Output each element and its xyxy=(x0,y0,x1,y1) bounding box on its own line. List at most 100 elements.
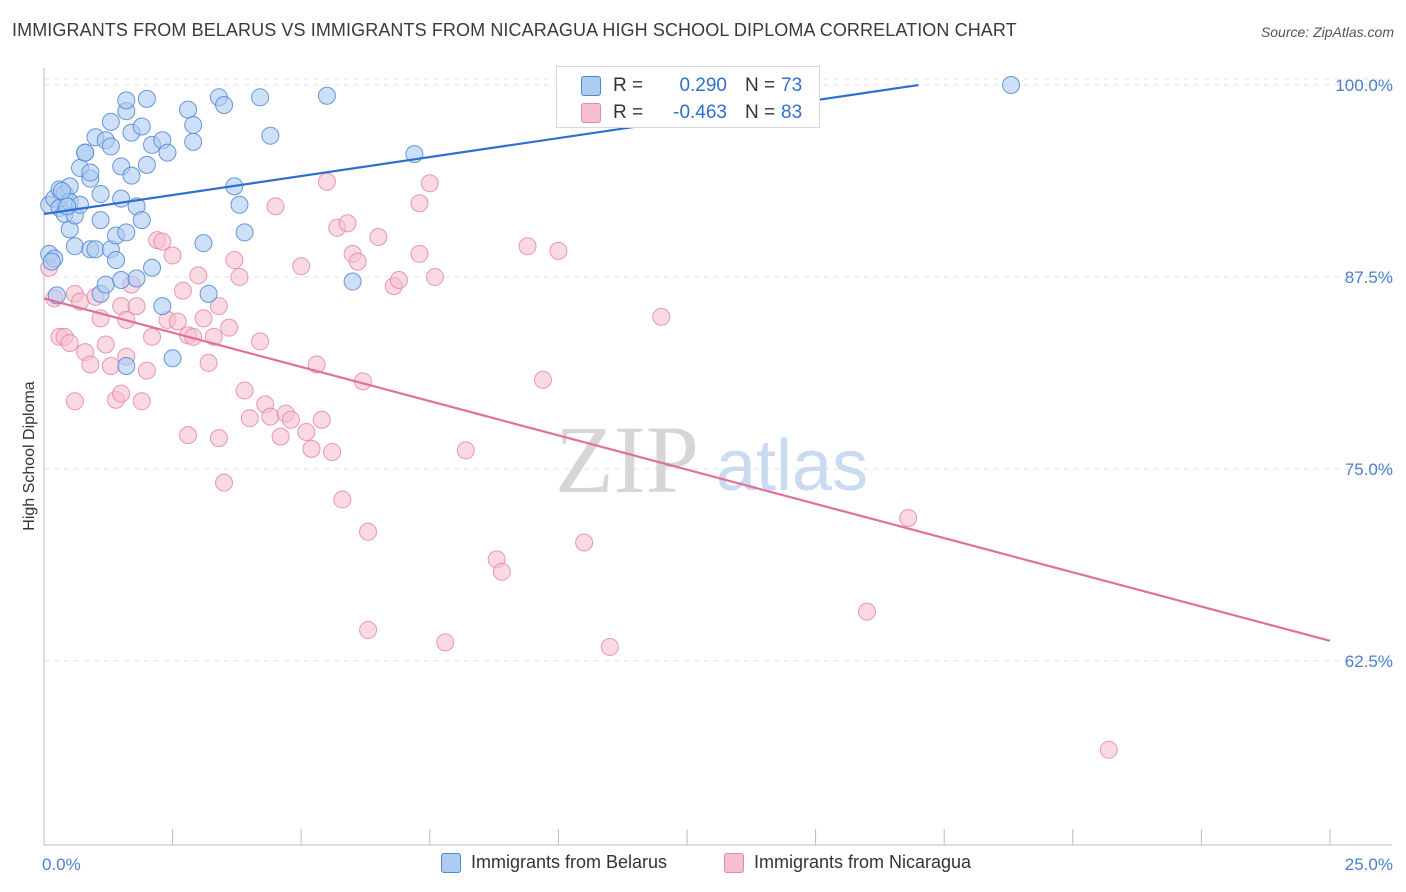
y-axis-label: High School Diploma xyxy=(21,381,38,531)
belarus-point-12 xyxy=(65,237,84,256)
belarus-point-22 xyxy=(91,185,110,204)
nicaragua-point-47 xyxy=(261,407,280,426)
nicaragua-point-6 xyxy=(65,392,84,411)
belarus-point-28 xyxy=(101,137,120,156)
nicaragua-point-37 xyxy=(209,297,228,316)
trend-lines xyxy=(43,83,1331,642)
nicaragua-point-84 xyxy=(858,602,877,621)
nicaragua-point-41 xyxy=(225,251,244,270)
y-tick-label-1: 75.0% xyxy=(1345,460,1393,479)
belarus-point-59 xyxy=(215,95,234,114)
axis-labels: 62.5% 75.0% 87.5% 100.0% 0.0% 25.0% xyxy=(42,76,1393,874)
nicaragua-point-78 xyxy=(518,237,537,256)
belarus-point-57 xyxy=(199,284,218,303)
nicaragua-point-51 xyxy=(281,410,300,429)
belarus-point-45 xyxy=(137,89,156,108)
legend-row-nicaragua: R = -0.463 N = 83 xyxy=(581,100,802,126)
nicaragua-point-49 xyxy=(271,427,290,446)
belarus-point-53 xyxy=(179,100,198,119)
nicaragua-point-66 xyxy=(359,621,378,640)
nicaragua-point-57 xyxy=(317,172,336,191)
belarus-point-37 xyxy=(117,223,136,242)
nicaragua-point-61 xyxy=(338,214,357,233)
r-label: R = xyxy=(613,75,644,96)
legend-label: Immigrants from Nicaragua xyxy=(754,852,972,872)
nicaragua-point-53 xyxy=(297,423,316,442)
n-label: N = xyxy=(745,75,776,96)
belarus-point-51 xyxy=(158,143,177,162)
belarus-point-56 xyxy=(194,234,213,253)
y-tick-label-0: 62.5% xyxy=(1345,652,1393,671)
nicaragua-point-56 xyxy=(312,410,331,429)
nicaragua-point-4 xyxy=(60,333,79,352)
source-label: Source: ZipAtlas.com xyxy=(1260,24,1394,40)
belarus-point-38 xyxy=(117,356,136,375)
nicaragua-point-52 xyxy=(292,257,311,276)
y-tick-label-3: 100.0% xyxy=(1335,76,1393,95)
nicaragua-point-80 xyxy=(549,241,568,260)
legend-item-belarus[interactable]: Immigrants from Belarus xyxy=(441,852,667,873)
r-value: 0.290 xyxy=(679,75,727,96)
legend-item-nicaragua[interactable]: Immigrants from Nicaragua xyxy=(724,852,971,873)
nicaragua-point-69 xyxy=(389,271,408,290)
belarus-point-44 xyxy=(132,211,151,230)
nicaragua-point-74 xyxy=(436,633,455,652)
nicaragua-point-63 xyxy=(348,252,367,271)
nicaragua-point-82 xyxy=(600,637,619,656)
n-value: 73 xyxy=(781,75,803,96)
belarus-point-40 xyxy=(122,166,141,185)
belarus-point-36 xyxy=(117,91,136,110)
nicaragua-point-73 xyxy=(425,267,444,286)
n-value: 83 xyxy=(781,102,803,123)
belarus-point-55 xyxy=(184,132,203,151)
nicaragua-point-60 xyxy=(333,490,352,509)
nicaragua-point-38 xyxy=(209,429,228,448)
belarus-point-46 xyxy=(137,155,156,174)
nicaragua-point-9 xyxy=(81,355,100,374)
nicaragua-point-21 xyxy=(132,392,151,411)
belarus-point-65 xyxy=(317,86,336,105)
belarus-point-16 xyxy=(76,143,95,162)
watermark: ZIP atlas xyxy=(555,406,868,513)
belarus-point-23 xyxy=(91,211,110,230)
nicaragua-point-71 xyxy=(410,244,429,263)
legend-row-belarus: R = 0.290 N = 73 xyxy=(581,73,802,99)
belarus-point-32 xyxy=(112,271,131,290)
belarus-point-50 xyxy=(153,297,172,316)
legend-label: Immigrants from Belarus xyxy=(471,852,668,872)
nicaragua-point-79 xyxy=(533,370,552,389)
belarus-points xyxy=(40,76,1021,375)
nicaragua-point-31 xyxy=(179,426,198,445)
belarus-point-64 xyxy=(261,126,280,145)
nicaragua-point-29 xyxy=(173,281,192,300)
nicaragua-point-27 xyxy=(163,246,182,265)
belarus-point-54 xyxy=(184,115,203,134)
nicaragua-point-58 xyxy=(323,442,342,461)
nicaragua-point-13 xyxy=(101,356,120,375)
nicaragua-point-43 xyxy=(235,381,254,400)
nicaragua-point-12 xyxy=(96,335,115,354)
belarus-point-48 xyxy=(143,258,162,277)
belarus-point-26 xyxy=(96,275,115,294)
belarus-point-62 xyxy=(235,223,254,242)
nicaragua-point-67 xyxy=(369,228,388,247)
belarus-point-69 xyxy=(42,252,61,271)
nicaragua-point-22 xyxy=(137,361,156,380)
belarus-swatch xyxy=(581,76,601,96)
nicaragua-point-83 xyxy=(652,307,671,326)
nicaragua-point-20 xyxy=(127,297,146,316)
nicaragua-point-72 xyxy=(420,174,439,193)
belarus-point-71 xyxy=(53,181,72,200)
belarus-point-42 xyxy=(127,269,146,288)
nicaragua-point-65 xyxy=(359,522,378,541)
belarus-point-21 xyxy=(86,240,105,259)
nicaragua-point-48 xyxy=(266,197,285,216)
nicaragua-point-75 xyxy=(456,441,475,460)
stats-legend: R = 0.290 N = 73 R = -0.463 N = 83 xyxy=(556,66,820,128)
belarus-point-18 xyxy=(81,163,100,182)
nicaragua-point-86 xyxy=(1099,740,1118,759)
belarus-point-27 xyxy=(101,112,120,131)
nicaragua-point-55 xyxy=(307,355,326,374)
nicaragua-point-85 xyxy=(899,508,918,527)
nicaragua-point-42 xyxy=(230,267,249,286)
